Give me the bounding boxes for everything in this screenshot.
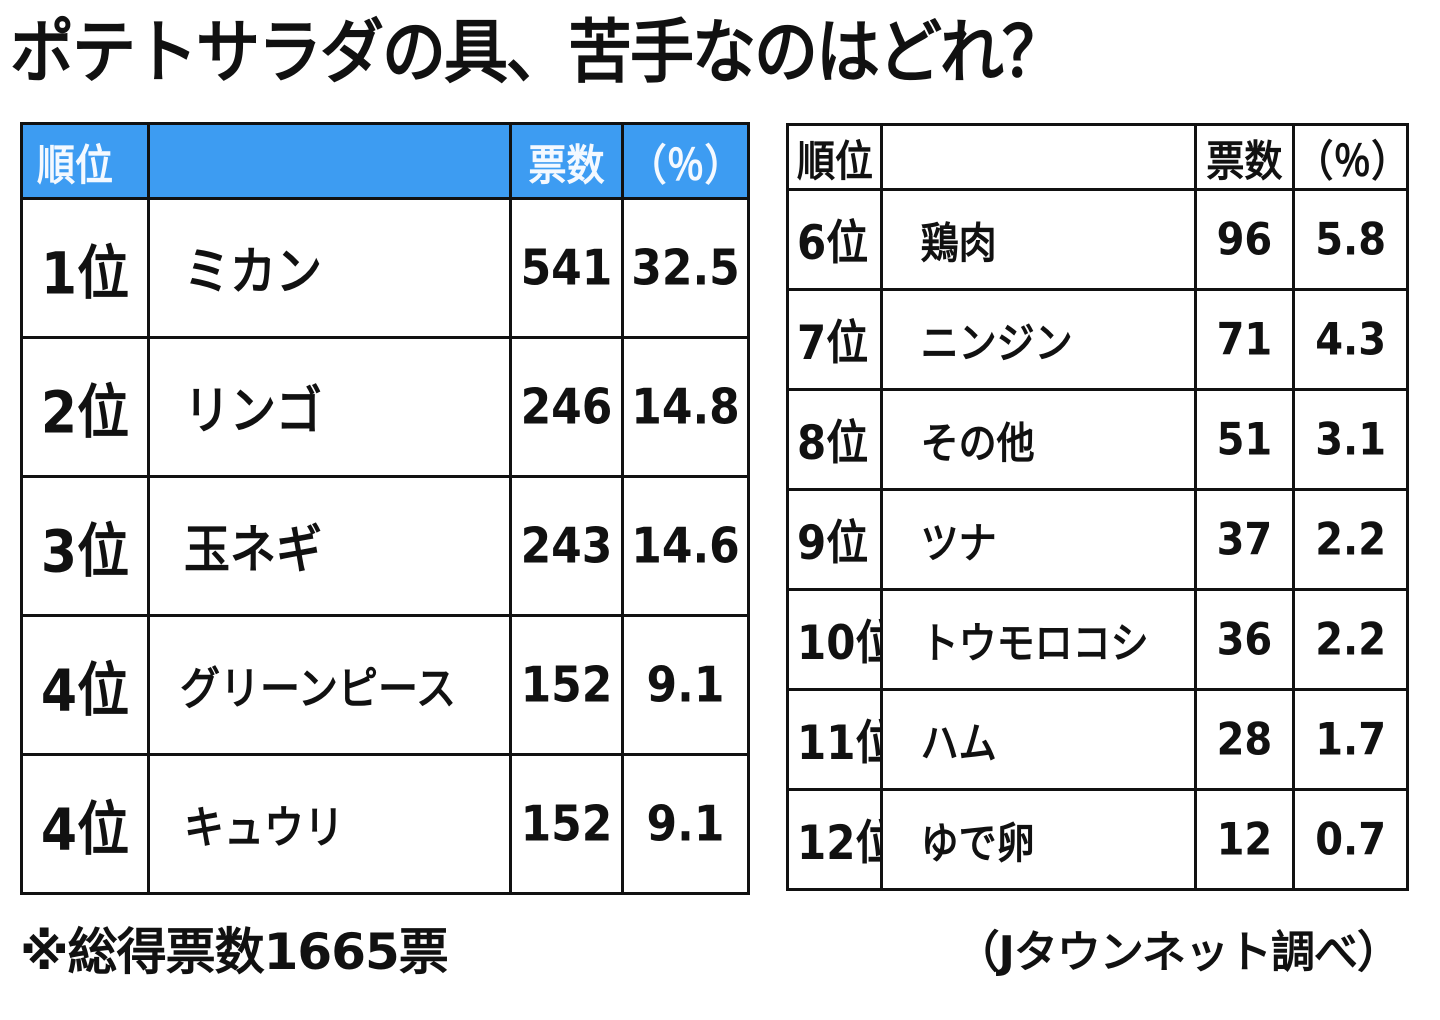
rank-cell: 6位 bbox=[786, 188, 883, 291]
header-item bbox=[879, 123, 1197, 191]
table-row: 4位 キュウリ 152 9.1 bbox=[20, 753, 750, 895]
rank-cell: 8位 bbox=[786, 388, 883, 491]
votes-cell: 246 bbox=[509, 336, 624, 478]
page-title: ポテトサラダの具、苦手なのはどれ？ bbox=[10, 13, 1066, 94]
percent-cell: 1.7 bbox=[1292, 688, 1409, 791]
item-cell: ミカン bbox=[147, 197, 512, 339]
rank-cell: 7位 bbox=[786, 288, 883, 391]
table-row: 4位 グリーンピース 152 9.1 bbox=[20, 614, 750, 756]
percent-cell: 2.2 bbox=[1292, 488, 1409, 591]
rank-cell: 9位 bbox=[786, 488, 883, 591]
table-header-row: 順位 票数 （％） bbox=[786, 123, 1409, 191]
header-item bbox=[147, 122, 512, 200]
rank-cell: 10位 bbox=[786, 588, 883, 691]
table-row: 2位 リンゴ 246 14.8 bbox=[20, 336, 750, 478]
item-cell: キュウリ bbox=[147, 753, 512, 895]
table-row: 1位 ミカン 541 32.5 bbox=[20, 197, 750, 339]
item-cell: リンゴ bbox=[147, 336, 512, 478]
table-row: 8位 その他 51 3.1 bbox=[786, 388, 1409, 491]
votes-cell: 152 bbox=[509, 614, 624, 756]
header-rank: 順位 bbox=[20, 122, 150, 200]
percent-cell: 4.3 bbox=[1292, 288, 1409, 391]
header-rank: 順位 bbox=[786, 123, 883, 191]
rank-cell: 4位 bbox=[20, 753, 150, 895]
votes-cell: 51 bbox=[1193, 388, 1296, 491]
votes-cell: 243 bbox=[509, 475, 624, 617]
table-row: 7位 ニンジン 71 4.3 bbox=[786, 288, 1409, 391]
percent-cell: 9.1 bbox=[621, 614, 750, 756]
votes-cell: 37 bbox=[1193, 488, 1296, 591]
rank-cell: 4位 bbox=[20, 614, 150, 756]
votes-cell: 36 bbox=[1193, 588, 1296, 691]
item-cell: グリーンピース bbox=[147, 614, 512, 756]
header-votes: 票数 bbox=[1193, 123, 1296, 191]
percent-cell: 3.1 bbox=[1292, 388, 1409, 491]
percent-cell: 14.6 bbox=[621, 475, 750, 617]
percent-cell: 14.8 bbox=[621, 336, 750, 478]
item-cell: ニンジン bbox=[879, 288, 1197, 391]
table-row: 6位 鶏肉 96 5.8 bbox=[786, 188, 1409, 291]
item-cell: 玉ネギ bbox=[147, 475, 512, 617]
table-row: 9位 ツナ 37 2.2 bbox=[786, 488, 1409, 591]
source-credit: （Jタウンネット調べ） bbox=[955, 927, 1401, 978]
percent-cell: 5.8 bbox=[1292, 188, 1409, 291]
ranking-table-bottom: 順位 票数 （％） 6位 鶏肉 96 5.8 7位 ニンジン 71 4.3 8位… bbox=[786, 123, 1409, 891]
percent-cell: 32.5 bbox=[621, 197, 750, 339]
votes-cell: 71 bbox=[1193, 288, 1296, 391]
votes-cell: 541 bbox=[509, 197, 624, 339]
percent-cell: 0.7 bbox=[1292, 788, 1409, 891]
rank-cell: 3位 bbox=[20, 475, 150, 617]
item-cell: ハム bbox=[879, 688, 1197, 791]
header-votes: 票数 bbox=[509, 122, 624, 200]
table-header-row: 順位 票数 （％） bbox=[20, 122, 750, 200]
rank-cell: 1位 bbox=[20, 197, 150, 339]
item-cell: ゆで卵 bbox=[879, 788, 1197, 891]
header-percent: （％） bbox=[621, 122, 750, 200]
votes-cell: 12 bbox=[1193, 788, 1296, 891]
table-row: 10位 トウモロコシ 36 2.2 bbox=[786, 588, 1409, 691]
ranking-table-top: 順位 票数 （％） 1位 ミカン 541 32.5 2位 リンゴ 246 14.… bbox=[20, 122, 750, 895]
item-cell: 鶏肉 bbox=[879, 188, 1197, 291]
table-row: 11位 ハム 28 1.7 bbox=[786, 688, 1409, 791]
rank-cell: 2位 bbox=[20, 336, 150, 478]
total-votes-note: ※総得票数1665票 bbox=[20, 923, 449, 981]
table-row: 12位 ゆで卵 12 0.7 bbox=[786, 788, 1409, 891]
item-cell: その他 bbox=[879, 388, 1197, 491]
percent-cell: 9.1 bbox=[621, 753, 750, 895]
votes-cell: 28 bbox=[1193, 688, 1296, 791]
votes-cell: 96 bbox=[1193, 188, 1296, 291]
percent-cell: 2.2 bbox=[1292, 588, 1409, 691]
item-cell: ツナ bbox=[879, 488, 1197, 591]
votes-cell: 152 bbox=[509, 753, 624, 895]
item-cell: トウモロコシ bbox=[879, 588, 1197, 691]
rank-cell: 12位 bbox=[786, 788, 883, 891]
table-row: 3位 玉ネギ 243 14.6 bbox=[20, 475, 750, 617]
rank-cell: 11位 bbox=[786, 688, 883, 791]
header-percent: （％） bbox=[1292, 123, 1409, 191]
